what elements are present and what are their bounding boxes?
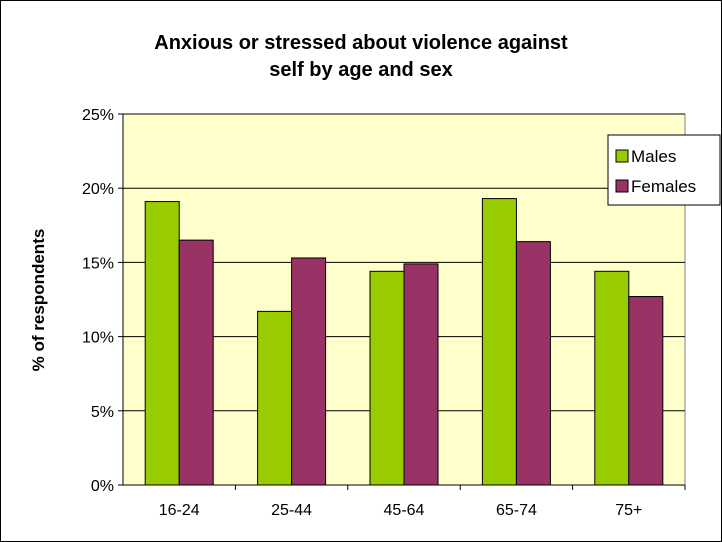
legend-swatch-females xyxy=(615,179,629,193)
chart-title-line-2: self by age and sex xyxy=(269,59,453,81)
legend-label-females: Females xyxy=(631,177,696,196)
bar-males-16-24 xyxy=(144,201,180,486)
y-tick-label: 0% xyxy=(91,478,114,495)
y-axis-ticks: 0% 5% 10% 15% 20% 25% xyxy=(82,107,123,495)
bar-males-25-44 xyxy=(257,310,293,486)
legend-swatch-males xyxy=(615,149,629,163)
x-axis-ticks: 16-24 25-44 45-64 65-74 75+ xyxy=(159,485,686,519)
legend: Males Females xyxy=(607,134,721,206)
y-axis-label: % of respondents xyxy=(29,229,48,372)
bars xyxy=(144,198,664,486)
chart-title: Anxious or stressed about violence again… xyxy=(0,30,722,84)
y-tick-label: 5% xyxy=(91,404,114,421)
legend-box xyxy=(607,134,721,206)
bar-males-75+ xyxy=(594,270,630,486)
x-tick-label: 65-74 xyxy=(496,502,537,519)
bar-females-45-64 xyxy=(403,263,439,486)
bar-females-16-24 xyxy=(178,239,214,486)
bar-males-65-74 xyxy=(481,198,517,486)
x-tick-label: 16-24 xyxy=(159,502,200,519)
y-tick-label: 10% xyxy=(82,330,114,347)
x-tick-label: 75+ xyxy=(615,502,642,519)
bar-females-65-74 xyxy=(515,241,551,486)
y-tick-label: 15% xyxy=(82,255,114,272)
y-tick-label: 25% xyxy=(82,107,114,124)
bar-females-75+ xyxy=(628,296,664,486)
x-tick-label: 45-64 xyxy=(384,502,425,519)
bar-males-45-64 xyxy=(369,270,405,486)
bar-females-25-44 xyxy=(291,257,327,486)
x-tick-label: 25-44 xyxy=(271,502,312,519)
y-tick-label: 20% xyxy=(82,181,114,198)
legend-label-males: Males xyxy=(631,147,676,166)
chart-title-line-1: Anxious or stressed about violence again… xyxy=(154,32,568,54)
